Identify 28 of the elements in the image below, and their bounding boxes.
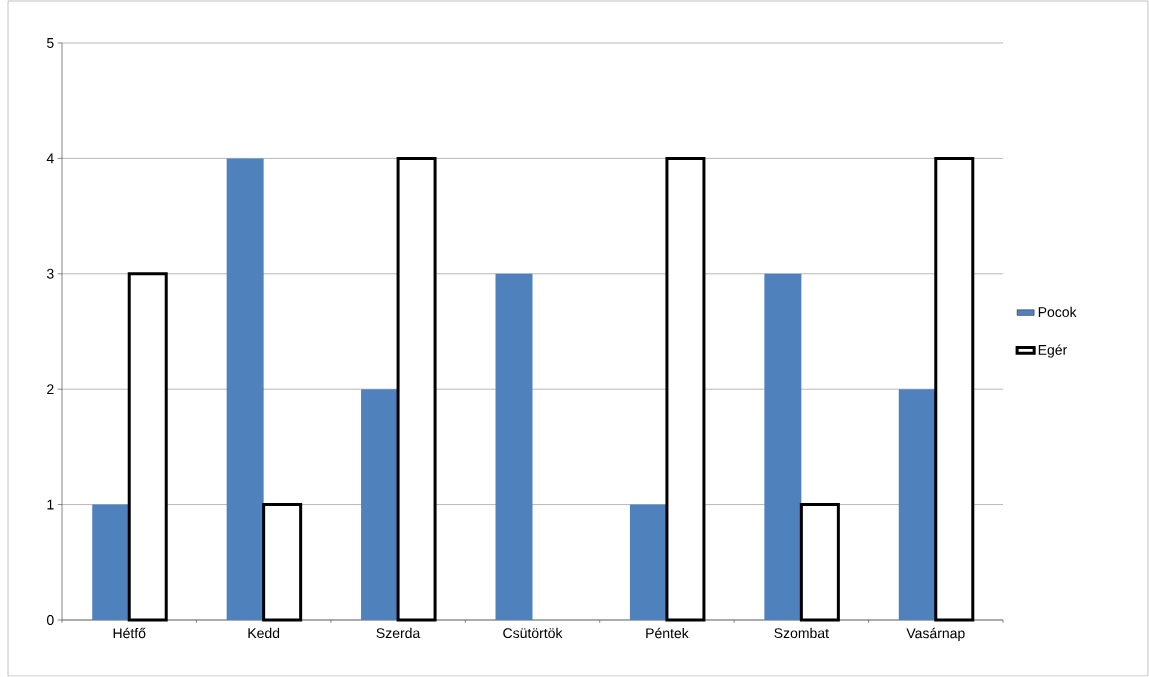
bar [764, 273, 802, 620]
bar [396, 156, 437, 622]
bar [92, 504, 130, 620]
x-tick-label: Vasárnap [906, 627, 965, 641]
bar [226, 158, 264, 620]
bar [629, 504, 667, 620]
bar [665, 156, 706, 622]
x-tick-label: Hétfő [113, 627, 146, 639]
x-tick-label: Kedd [248, 627, 280, 639]
legend-label: Egér [1038, 344, 1068, 358]
y-tick-label: 1 [47, 499, 54, 510]
x-tick-label: Péntek [646, 627, 689, 639]
x-tick-label: Csütörtök [503, 627, 563, 639]
bar [898, 389, 936, 620]
y-tick-label: 0 [46, 615, 54, 625]
bar [495, 273, 533, 620]
x-tick-label: Szombat [774, 627, 829, 639]
bar [127, 272, 168, 622]
bar [799, 503, 840, 622]
bar [361, 389, 399, 620]
y-tick-label: 5 [46, 38, 54, 48]
x-tick-label: Szerda [376, 627, 421, 639]
bar [934, 156, 975, 622]
legend-label: Pocok [1038, 306, 1077, 318]
bar [262, 503, 303, 622]
y-tick-label: 3 [46, 268, 54, 279]
y-tick-label: 4 [46, 153, 54, 164]
y-tick-label: 2 [47, 384, 54, 395]
